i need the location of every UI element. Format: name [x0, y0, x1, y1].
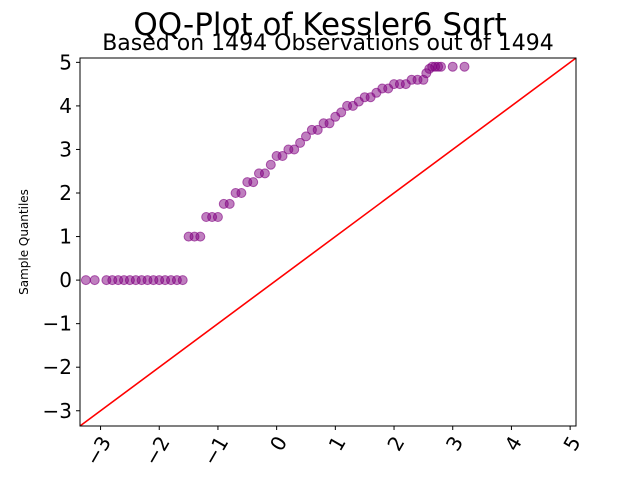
data-point	[318, 118, 329, 129]
data-point	[283, 144, 294, 155]
plot-frame	[79, 57, 577, 427]
x-tick-label: 1	[324, 432, 351, 455]
data-point	[201, 212, 212, 222]
data-point	[301, 131, 311, 142]
data-point	[89, 275, 100, 286]
chart-title: QQ-Plot of Kessler6 Sqrt	[133, 7, 506, 43]
reference-line	[79, 57, 577, 427]
data-point	[183, 231, 194, 242]
y-axis-label: Sample Quantiles	[17, 189, 31, 295]
data-point	[218, 198, 229, 209]
y-tick-label: 0	[59, 268, 72, 292]
data-point	[459, 61, 470, 72]
x-tick-label: 2	[382, 432, 409, 455]
x-tick-label: −2	[139, 432, 175, 470]
data-point	[254, 168, 264, 179]
data-point	[342, 100, 353, 111]
data-point	[101, 275, 112, 286]
x-axis-ticks: −3 −2 −1 0 1 2 3 4 5	[80, 426, 586, 470]
y-tick-label: 3	[59, 137, 72, 161]
x-tick-label: 3	[441, 432, 468, 455]
y-axis-ticks: −3 −2 −1 0 1 2 3 4 5	[43, 50, 80, 423]
data-point	[80, 275, 91, 286]
data-point	[295, 137, 306, 148]
data-point	[330, 111, 341, 122]
y-tick-label: −2	[43, 355, 72, 379]
y-tick-label: 5	[59, 50, 72, 74]
chart-subtitle: Based on 1494 Observations out of 1494	[102, 31, 554, 56]
x-tick-label: 5	[558, 432, 585, 455]
y-tick-label: 2	[59, 181, 72, 205]
data-point	[242, 177, 253, 188]
y-tick-label: −1	[43, 312, 72, 336]
x-tick-label: 4	[500, 432, 527, 455]
data-point	[447, 61, 458, 72]
y-tick-label: −3	[43, 399, 72, 423]
reference-line-group	[79, 57, 577, 427]
data-point	[230, 188, 241, 198]
data-point	[271, 151, 282, 161]
data-point	[306, 124, 317, 135]
data-point	[265, 159, 276, 170]
x-tick-label: −3	[80, 432, 116, 470]
y-tick-label: 1	[59, 225, 72, 249]
x-tick-label: −1	[198, 432, 234, 470]
x-tick-label: 0	[265, 432, 292, 455]
y-tick-label: 4	[59, 94, 72, 118]
data-points	[80, 61, 470, 286]
